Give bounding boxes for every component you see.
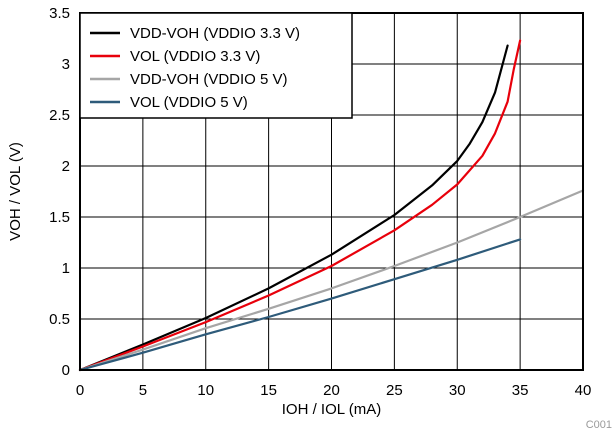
x-tick-label: 10 [197,382,214,399]
x-tick-label: 0 [76,382,84,399]
y-axis-title: VOH / VOL (V) [7,142,24,241]
x-tick-label: 30 [449,382,466,399]
x-tick-label: 35 [512,382,529,399]
x-tick-label: 5 [139,382,147,399]
legend-label-3: VDD-VOH (VDDIO 5 V) [130,71,288,88]
legend: VDD-VOH (VDDIO 3.3 V) VOL (VDDIO 3.3 V) VD… [79,12,353,119]
x-tick-label: 15 [260,382,277,399]
y-tick-label: 3 [62,56,70,73]
y-tick-label: 0 [62,362,70,379]
series-line-1 [78,44,509,372]
x-tick-label: 25 [386,382,403,399]
series-line-3 [78,189,585,372]
x-tick-label: 20 [323,382,340,399]
y-tick-label: 0.5 [49,311,70,328]
figure-id-label: C001 [586,419,612,431]
series-line-4 [78,238,522,372]
legend-label-2: VOL (VDDIO 3.3 V) [130,48,260,65]
legend-label-4: VOL (VDDIO 5 V) [130,94,248,111]
x-tick-label: 40 [575,382,592,399]
legend-box [79,12,353,119]
x-tick-labels: 0 5 10 15 20 25 30 35 40 [76,382,592,399]
y-tick-label: 1 [62,260,70,277]
y-tick-label: 2.5 [49,107,70,124]
legend-label-1: VDD-VOH (VDDIO 3.3 V) [130,25,300,42]
y-tick-labels: 0 0.5 1 1.5 2 2.5 3 3.5 [49,5,70,379]
y-tick-label: 3.5 [49,5,70,22]
x-axis-title: IOH / IOL (mA) [282,401,381,418]
y-tick-label: 2 [62,158,70,175]
series-lines [78,39,585,372]
series-line-2 [78,39,522,372]
y-tick-label: 1.5 [49,209,70,226]
